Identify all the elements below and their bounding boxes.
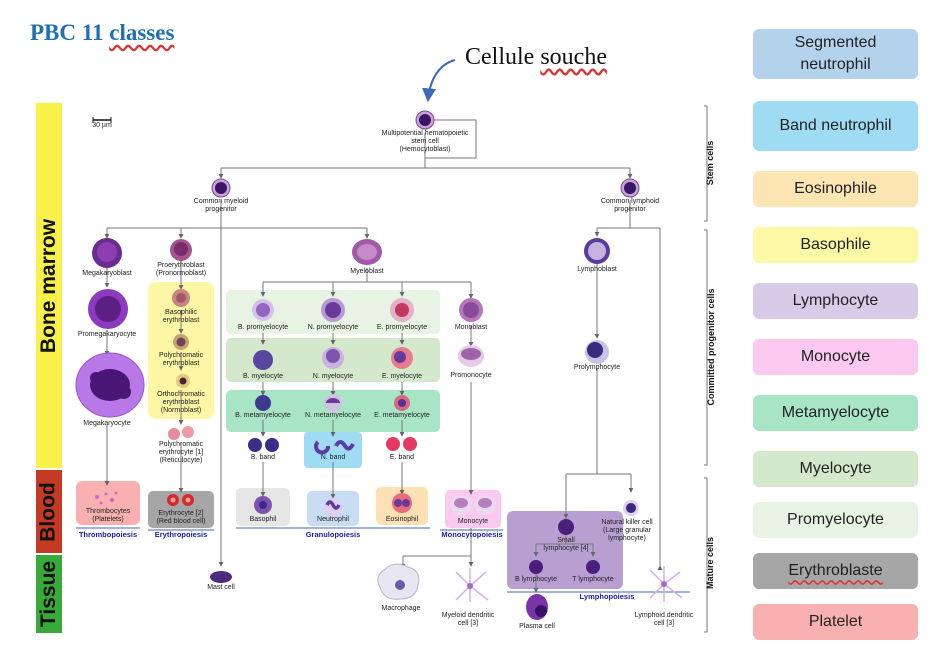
promegakaryocyte-label: Promegakaryocyte <box>77 331 137 338</box>
b-myelocyte-cell <box>253 350 273 370</box>
legend-myelocyte: Myelocyte <box>753 451 918 487</box>
mature-cells-label: Mature cells <box>705 536 715 590</box>
blood-label: Blood <box>37 481 61 542</box>
e-band-label: E. band <box>389 454 415 461</box>
legend-eosinophile: Eosinophile <box>753 171 918 207</box>
b-band-cell-a <box>248 438 262 452</box>
mast-cell <box>210 571 232 583</box>
monocytopoiesis-label: Monocytopoiesis <box>441 530 503 539</box>
lymphoid-dendritic-cell <box>649 566 683 602</box>
myeloblast-label: Myeloblast <box>350 268 384 275</box>
granulopoiesis-label: Granulopoiesis <box>305 530 361 539</box>
tissue-label: Tissue <box>37 560 60 628</box>
legend-segmented-neutrophil: Segmented neutrophil <box>753 29 918 79</box>
e-band-cell-a <box>386 437 400 451</box>
legend-lymphocyte: Lymphocyte <box>753 283 918 319</box>
e-myelocyte-label: E. myelocyte <box>381 373 423 380</box>
orthochromatic-erythroblast-label: Orthochromatic erythroblast (Normoblast) <box>157 391 205 415</box>
erythroid-box <box>148 282 214 419</box>
legend-band-neutrophil: Band neutrophil <box>753 101 918 151</box>
n-promyelocyte-label: N. promyelocyte <box>307 324 359 331</box>
n-band-cell-a <box>314 440 330 455</box>
committed-label: Committed progenitor cells <box>706 288 716 406</box>
basophil-label: Basophil <box>249 516 277 523</box>
scale-bar-label: 30 µm <box>92 122 112 129</box>
macrophage-label: Macrophage <box>381 605 421 612</box>
tissue-bar <box>36 555 62 633</box>
hsc-label: Multipotential hematopoietic stem cell (… <box>381 130 469 154</box>
b-metamyelocyte-cell <box>255 395 271 411</box>
legend-promyelocyte: Promyelocyte <box>753 502 918 538</box>
clp-label: Common lymphoid progenitor <box>600 198 660 214</box>
blood-bar <box>36 470 62 553</box>
lymphoblast-label: Lymphoblast <box>577 266 617 273</box>
annotation-arrow <box>422 59 456 103</box>
platelets <box>95 491 118 505</box>
eosinophil-label: Eosinophil <box>385 516 419 523</box>
small-lymphocyte-cell <box>558 519 574 535</box>
b-promyelocyte-label: B. promyelocyte <box>237 324 289 331</box>
legend-platelet: Platelet <box>753 604 918 640</box>
legend-erythroblaste: Erythroblaste <box>753 553 918 589</box>
b-band-cell-b <box>265 438 279 452</box>
n-band-box <box>304 432 362 468</box>
small-lymphocyte-label: Small lymphocyte [4] <box>543 537 589 553</box>
monoblast-label: Monoblast <box>454 324 488 331</box>
mast-cell-label: Mast cell <box>207 584 235 591</box>
thrombocytes-label: Thrombocytes (Platelets) <box>85 508 131 524</box>
lymphoid-dendritic-label: Lymphoid dendritic cell [3] <box>634 612 694 628</box>
legend-monocyte: Monocyte <box>753 339 918 375</box>
basophilic-erythroblast-label: Basophilic erythroblast <box>162 309 200 325</box>
lymphopoiesis-label: Lymphopoiesis <box>579 592 635 601</box>
reticulocyte-cell-b <box>182 426 194 438</box>
polychromatic-erythroblast-label: Polychromatic erythroblast <box>159 352 203 368</box>
b-myelocyte-label: B. myelocyte <box>242 373 284 380</box>
plasma-cell-label: Plasma cell <box>519 623 555 630</box>
stem-cells-label: Stem cells <box>705 140 715 186</box>
b-lymphocyte-cell <box>529 560 543 574</box>
n-band-label: N. band <box>320 454 346 461</box>
stem-cell-annotation: Cellule souche <box>465 44 607 70</box>
b-metamyelocyte-label: B. metamyelocyte <box>235 412 291 419</box>
b-lymphocyte-label: B lymphocyte <box>514 576 558 583</box>
erythrocyte-label: Erythrocyte [2] (Red blood cell) <box>156 510 206 526</box>
t-lymphocyte-cell <box>586 560 600 574</box>
t-lymphocyte-label: T lymphocyte <box>572 576 614 583</box>
legend-metamyelocyte: Metamyelocyte <box>753 395 918 431</box>
e-band-cell-b <box>403 437 417 451</box>
thrombopoiesis-label: Thrombopoiesis <box>78 530 138 539</box>
reticulocyte-cell-a <box>168 428 180 440</box>
bone-marrow-bar <box>36 103 62 468</box>
bone-marrow-label: Bone marrow <box>37 218 61 353</box>
neutrophil-label: Neutrophil <box>317 516 349 523</box>
promonocyte-label: Promonocyte <box>450 372 492 379</box>
n-myelocyte-label: N. myelocyte <box>312 373 354 380</box>
e-metamyelocyte-label: E. metamyelocyte <box>374 412 430 419</box>
e-promyelocyte-label: E. promyelocyte <box>376 324 428 331</box>
committed-bracket <box>704 229 708 466</box>
proerythroblast-label: Proerythroblast (Pronormoblast) <box>155 262 207 278</box>
n-band-cell-b <box>334 440 355 451</box>
stem-cells-bracket <box>704 105 708 222</box>
thrombocytes-box <box>76 481 140 525</box>
erythropoiesis-label: Erythropoiesis <box>154 530 208 539</box>
erythrocyte-box <box>148 491 214 528</box>
monocyte-label: Monocyte <box>457 518 489 525</box>
mature-bracket <box>704 477 708 633</box>
nk-cell-label: Natural killer cell (Large granular lymp… <box>601 519 653 543</box>
megakaryoblast-label: Megakaryoblast <box>82 270 132 277</box>
n-metamyelocyte-label: N. metamyelocyte <box>304 412 362 419</box>
cmp-label: Common myeloid progenitor <box>193 198 249 214</box>
b-band-label: B. band <box>250 454 276 461</box>
myeloid-dendritic-cell <box>455 568 489 602</box>
reticulocyte-label: Polychromatic erythrocyte [1] (Reticuloc… <box>158 441 204 465</box>
legend-basophile: Basophile <box>753 227 918 263</box>
page-title: PBC 11 classes <box>30 20 175 45</box>
megakaryocyte-label: Megakaryocyte <box>83 420 131 427</box>
prolymphocyte-label: Prolymphocyte <box>573 364 621 371</box>
myeloid-dendritic-label: Myeloid dendritic cell [3] <box>441 612 495 628</box>
